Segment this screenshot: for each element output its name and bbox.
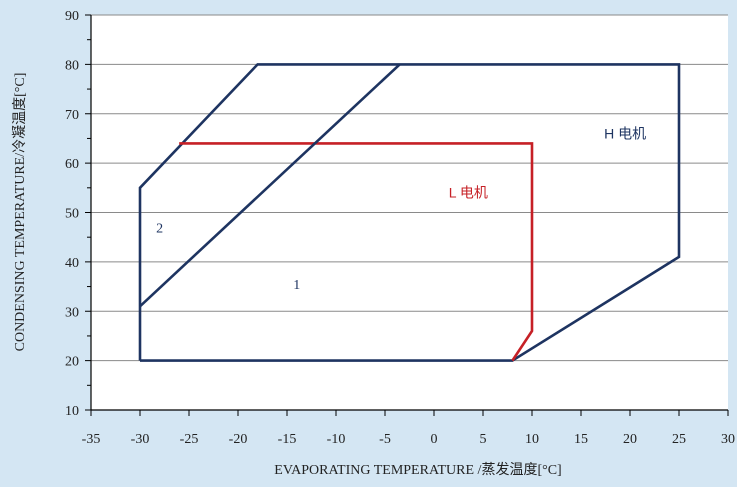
annotation-label: H 电机 [604, 125, 646, 141]
y-tick-label: 90 [65, 9, 79, 24]
y-tick-label: 60 [65, 157, 79, 172]
x-axis-label: EVAPORATING TEMPERATURE /蒸发温度[°C] [274, 462, 561, 478]
annotation-label: 1 [293, 278, 300, 293]
x-tick-label: 5 [480, 432, 487, 447]
annotation-label: L 电机 [449, 185, 488, 201]
series-l-motor-envelope [179, 142, 534, 362]
ticks: 10 20 30 40 50 60 70 80 90 -35 -30 -25 -20 -15 -10 -5 0 5… [65, 9, 735, 447]
x-tick-label: 25 [672, 432, 686, 447]
x-tick-label: 10 [525, 432, 539, 447]
x-tick-label: -10 [327, 432, 346, 447]
y-tick-label: 20 [65, 355, 79, 370]
y-tick-label: 40 [65, 256, 79, 271]
y-tick-label: 80 [65, 58, 79, 73]
x-tick-label: 20 [623, 432, 637, 447]
x-tick-label: -30 [131, 432, 150, 447]
y-tick-label: 50 [65, 207, 79, 222]
x-tick-label: -35 [82, 432, 101, 447]
annotations: H 电机 L 电机 1 2 [156, 125, 646, 293]
series-divider-line [139, 63, 401, 308]
series [138, 63, 681, 362]
y-tick-label: 10 [65, 404, 79, 419]
annotation-label: 2 [156, 221, 163, 236]
y-axis-label: CONDENSING TEMPERATURE/冷凝温度[°C] [12, 73, 28, 352]
x-tick-label: -25 [180, 432, 199, 447]
x-tick-label: 30 [721, 432, 735, 447]
x-tick-label: -15 [278, 432, 297, 447]
x-tick-label: 0 [431, 432, 438, 447]
x-tick-label: -20 [229, 432, 248, 447]
y-tick-label: 30 [65, 305, 79, 320]
x-tick-label: 15 [574, 432, 588, 447]
y-tick-label: 70 [65, 108, 79, 123]
x-tick-label: -5 [379, 432, 391, 447]
